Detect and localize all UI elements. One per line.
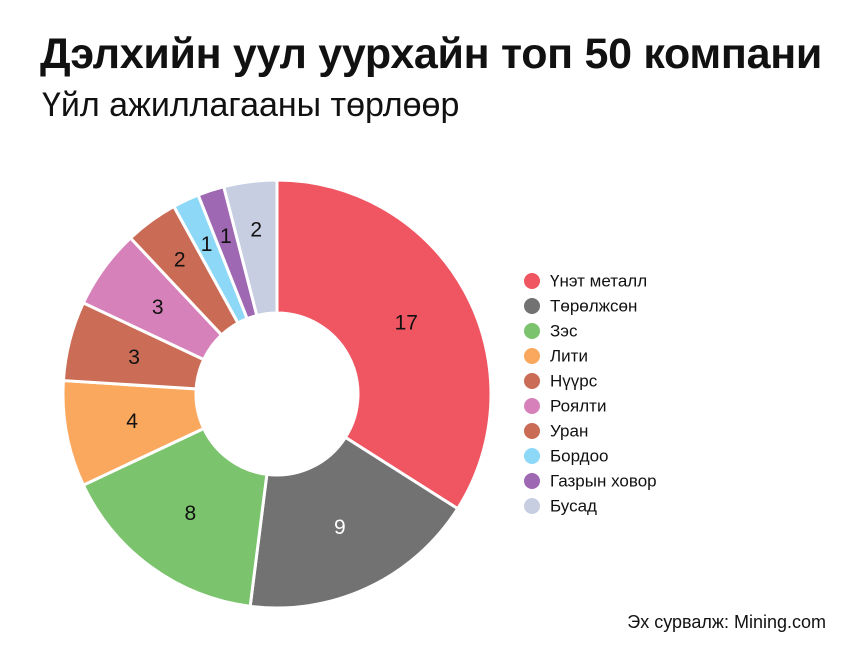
legend-label-8: Бордоо — [550, 447, 609, 466]
legend-swatch-10 — [524, 498, 540, 514]
legend-label-10: Бусад — [550, 497, 597, 516]
slice-value-label-9: 1 — [220, 225, 232, 248]
legend-label-3: Зэс — [550, 322, 578, 341]
donut-slice-3 — [81, 426, 269, 608]
legend-swatch-2 — [524, 298, 540, 314]
slice-value-label-2: 9 — [334, 516, 346, 539]
legend-label-1: Үнэт металл — [550, 272, 647, 291]
slice-value-label-4: 4 — [126, 410, 138, 433]
legend-swatch-7 — [524, 423, 540, 439]
legend-label-7: Уран — [550, 422, 588, 441]
slice-value-label-6: 3 — [152, 296, 164, 319]
legend-swatch-8 — [524, 448, 540, 464]
legend-swatch-3 — [524, 323, 540, 339]
legend-swatch-1 — [524, 273, 540, 289]
chart-legend: Үнэт металл Төрөлжсөн Зэс Лити Нүүрс Роялти Ур… — [524, 272, 657, 516]
legend-swatch-5 — [524, 373, 540, 389]
chart-subtitle: Үйл ажиллагааны төрлөөр — [42, 86, 460, 124]
legend-label-6: Роялти — [550, 397, 606, 416]
source-note: Эх сурвалж: Mining.com — [627, 612, 826, 632]
legend-label-4: Лити — [550, 347, 588, 366]
slice-value-label-1: 17 — [395, 311, 418, 334]
legend-label-2: Төрөлжсөн — [550, 297, 637, 316]
legend-swatch-9 — [524, 473, 540, 489]
legend-swatch-6 — [524, 398, 540, 414]
donut-slice-2 — [248, 435, 460, 610]
slice-value-label-3: 8 — [184, 502, 196, 525]
legend-label-5: Нүүрс — [550, 372, 598, 391]
slice-value-label-7: 2 — [174, 249, 186, 272]
chart-title: Дэлхийн уул уурхайн топ 50 компани — [40, 30, 823, 78]
donut-slice-1 — [275, 178, 493, 511]
slice-value-label-5: 3 — [128, 346, 140, 369]
legend-swatch-4 — [524, 348, 540, 364]
donut-slice-10 — [222, 178, 279, 318]
slice-value-label-8: 1 — [201, 233, 213, 256]
donut-slices — [61, 178, 493, 610]
slice-value-label-10: 2 — [250, 218, 262, 241]
legend-label-9: Газрын ховор — [550, 472, 657, 491]
